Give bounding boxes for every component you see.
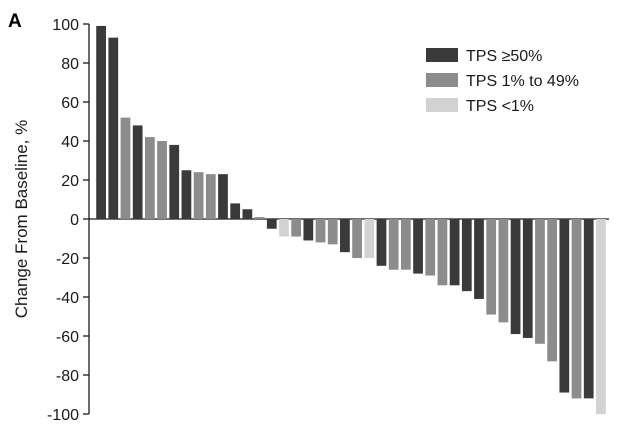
- y-tick-label: -80: [56, 368, 79, 385]
- bar-mid: [388, 219, 399, 270]
- bar-mid: [352, 219, 362, 258]
- y-tick-label: 100: [52, 17, 79, 34]
- bar-high: [461, 219, 472, 292]
- legend-swatch-high: [426, 48, 458, 62]
- bar-low: [596, 219, 606, 414]
- legend-label-high: TPS ≥50%: [466, 48, 542, 65]
- y-tick-label: 40: [61, 134, 79, 151]
- bar-mid: [254, 217, 265, 219]
- bar-high: [583, 219, 594, 399]
- y-tick-label: 0: [70, 212, 79, 229]
- bar-mid: [193, 172, 204, 219]
- y-axis-title: Change From Baseline, %: [12, 120, 31, 318]
- bar-mid: [425, 219, 436, 276]
- bar-high: [266, 219, 277, 229]
- bar-low: [279, 219, 289, 237]
- y-tick-label: -40: [56, 290, 79, 307]
- bar-high: [230, 203, 241, 219]
- bar-mid: [486, 219, 497, 315]
- legend-swatch-low: [426, 98, 458, 112]
- y-tick-label: -100: [47, 407, 79, 424]
- bar-mid: [327, 219, 338, 245]
- bar-mid: [205, 174, 216, 219]
- bars-group: [96, 25, 606, 414]
- bar-mid: [315, 219, 326, 243]
- bar-high: [218, 174, 228, 219]
- bar-low: [364, 219, 375, 258]
- bar-mid: [535, 219, 545, 344]
- bar-high: [449, 219, 460, 286]
- bar-high: [474, 219, 484, 299]
- y-tick-label: 80: [61, 56, 79, 73]
- bar-mid: [144, 137, 155, 219]
- y-tick-label: -20: [56, 251, 79, 268]
- y-tick-label: 60: [61, 95, 79, 112]
- bar-high: [181, 170, 192, 219]
- bar-high: [340, 219, 350, 253]
- legend-label-mid: TPS 1% to 49%: [466, 73, 579, 90]
- legend-swatch-mid: [426, 73, 458, 87]
- bar-high: [522, 219, 533, 338]
- bar-mid: [571, 219, 582, 399]
- bar-mid: [437, 219, 448, 286]
- bar-high: [96, 25, 106, 220]
- bar-high: [108, 37, 119, 220]
- bar-mid: [157, 141, 167, 219]
- bar-high: [242, 209, 253, 219]
- bar-high: [132, 125, 143, 219]
- bar-mid: [400, 219, 411, 270]
- y-tick-label: 20: [61, 173, 79, 190]
- y-axis-ticks: 100 80 60 40 20 0 -20 -40 -60 -80 -100: [47, 17, 89, 424]
- bar-high: [413, 219, 423, 274]
- bar-mid: [120, 117, 131, 219]
- bar-high: [510, 219, 521, 335]
- bar-mid: [498, 219, 509, 323]
- legend: TPS ≥50% TPS 1% to 49% TPS <1%: [426, 48, 579, 115]
- panel-label: A: [8, 11, 22, 32]
- bar-high: [559, 219, 570, 393]
- legend-label-low: TPS <1%: [466, 98, 534, 115]
- bar-mid: [291, 219, 302, 237]
- bar-high: [376, 219, 387, 266]
- bar-high: [169, 144, 180, 219]
- bar-high: [303, 219, 314, 241]
- bar-mid: [547, 219, 558, 362]
- y-tick-label: -60: [56, 329, 79, 346]
